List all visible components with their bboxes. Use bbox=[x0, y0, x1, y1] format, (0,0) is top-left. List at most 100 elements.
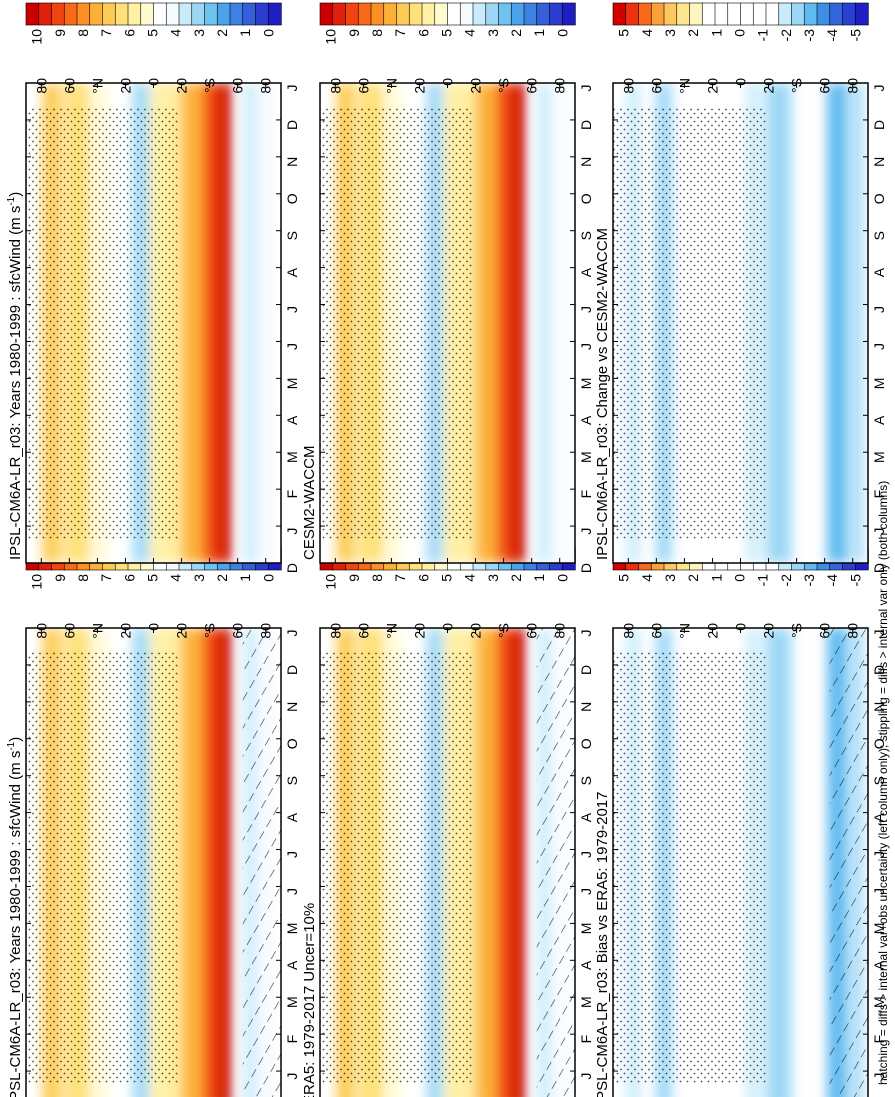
x-tick-label: M bbox=[871, 996, 887, 1008]
x-tick-label: F bbox=[871, 1035, 887, 1044]
stippling-overlay bbox=[613, 107, 766, 539]
colorbar-label: 6 bbox=[121, 574, 137, 582]
x-tick-label: D bbox=[284, 665, 300, 675]
stippling-overlay bbox=[26, 107, 179, 539]
colorbar-label: 9 bbox=[52, 29, 68, 37]
y-tick-label: °N bbox=[676, 78, 692, 94]
colorbar-swatch bbox=[701, 2, 716, 26]
colorbar-swatch bbox=[408, 2, 423, 26]
y-tick-label: 60 bbox=[230, 78, 246, 94]
field-band bbox=[475, 83, 502, 563]
stippling-overlay bbox=[320, 107, 473, 539]
colorbar-swatch bbox=[549, 2, 563, 26]
colorbar-label: 2 bbox=[214, 574, 230, 582]
colorbar-swatch bbox=[689, 2, 703, 26]
colorbar-swatch bbox=[625, 2, 640, 26]
x-tick-label: S bbox=[871, 231, 887, 240]
field-band bbox=[766, 628, 792, 1097]
x-tick-label: J bbox=[284, 888, 300, 895]
panel-title: ERA5: 1979-2017 Uncer=10% bbox=[301, 903, 318, 1097]
x-tick-label: J bbox=[578, 888, 594, 895]
hatching-overlay bbox=[242, 628, 281, 1097]
title-superscript: -1 bbox=[6, 196, 17, 205]
colorbar-label: -2 bbox=[778, 29, 794, 42]
colorbar-label: 5 bbox=[145, 29, 161, 37]
footnote-text: hatching = diffs > internal var+obs unce… bbox=[876, 481, 890, 1085]
y-tick-label: °N bbox=[383, 623, 399, 639]
colorbar: 5 4 3 2 1 0 -1 -2 -3 -4 -5 bbox=[612, 2, 869, 42]
y-tick-label: 60 bbox=[355, 78, 371, 94]
colorbar-label: 8 bbox=[369, 574, 385, 582]
colorbar-label: 10 bbox=[29, 574, 45, 590]
colorbar-swatch bbox=[63, 2, 78, 26]
colorbar-label: 3 bbox=[485, 29, 501, 37]
field-band bbox=[538, 83, 551, 563]
colorbar-swatch bbox=[459, 2, 474, 26]
colorbar-swatch bbox=[242, 2, 257, 26]
colorbar-swatch bbox=[752, 2, 767, 26]
field-band bbox=[766, 83, 792, 563]
colorbar-swatch bbox=[778, 2, 793, 26]
x-tick-label: S bbox=[578, 231, 594, 240]
x-tick-label: J bbox=[871, 630, 887, 637]
colorbar-swatch bbox=[434, 2, 449, 26]
x-tick-label: J bbox=[284, 528, 300, 535]
x-tick-label: M bbox=[578, 451, 594, 463]
colorbar-swatch bbox=[854, 2, 869, 26]
hatching-overlay bbox=[829, 628, 868, 1097]
field-band bbox=[557, 83, 568, 563]
colorbar-label: 5 bbox=[616, 574, 632, 582]
y-tick-label: °S bbox=[496, 78, 512, 93]
colorbar-label: -2 bbox=[778, 574, 794, 587]
x-tick-label: F bbox=[578, 490, 594, 499]
y-tick-label: °S bbox=[202, 78, 218, 93]
x-tick-label: O bbox=[578, 738, 594, 749]
x-tick-label: S bbox=[284, 776, 300, 785]
colorbar-swatch bbox=[165, 2, 180, 26]
x-tick-label: A bbox=[284, 960, 300, 970]
colorbar-swatch bbox=[396, 2, 410, 26]
colorbar-label: 5 bbox=[616, 29, 632, 37]
y-tick-label: 20 bbox=[174, 623, 190, 639]
y-tick-label: 20 bbox=[411, 623, 427, 639]
colorbar-label: 3 bbox=[485, 574, 501, 582]
y-tick-label: 80 bbox=[258, 78, 274, 94]
panel-bias: DJFMAMJJASONDJ8060°N20020°S6080IPSL-CM6A… bbox=[594, 547, 887, 1097]
colorbar-label: 0 bbox=[554, 574, 570, 582]
colorbar-label: 4 bbox=[639, 574, 655, 582]
colorbar-label: -5 bbox=[847, 574, 863, 587]
x-tick-label: S bbox=[578, 776, 594, 785]
panel-title: IPSL-CM6A-LR_r03: Years 1980-1999 : sfcW… bbox=[6, 192, 24, 560]
colorbar-label: 5 bbox=[145, 574, 161, 582]
x-tick-label: O bbox=[871, 738, 887, 749]
colorbar-swatch bbox=[102, 2, 116, 26]
field-band bbox=[181, 628, 208, 1097]
colorbar-swatch bbox=[523, 2, 538, 26]
y-tick-label: 0 bbox=[146, 623, 162, 631]
colorbar-label: 0 bbox=[260, 574, 276, 582]
colorbar-swatch bbox=[216, 2, 231, 26]
field-band bbox=[512, 628, 526, 1097]
colorbar-label: -3 bbox=[801, 29, 817, 42]
y-tick-label: 20 bbox=[117, 623, 133, 639]
y-tick-label: 60 bbox=[524, 623, 540, 639]
field-band bbox=[475, 628, 502, 1097]
y-tick-label: °N bbox=[676, 623, 692, 639]
colorbar-label: 5 bbox=[439, 574, 455, 582]
y-tick-label: °N bbox=[383, 78, 399, 94]
colorbar: 10 9 8 7 6 5 4 3 2 1 0 bbox=[25, 2, 282, 45]
x-tick-label: A bbox=[578, 267, 594, 277]
panel-title: IPSL-CM6A-LR_r03: Change vs CESM2-WACCM bbox=[594, 228, 611, 560]
x-tick-label: O bbox=[284, 738, 300, 749]
y-tick-label: °S bbox=[789, 623, 805, 638]
colorbar-label: 4 bbox=[168, 574, 184, 582]
x-tick-label: A bbox=[871, 267, 887, 277]
colorbar-label: 6 bbox=[415, 574, 431, 582]
panel-title: CESM2-WACCM bbox=[301, 446, 318, 560]
x-tick-label: D bbox=[284, 120, 300, 130]
colorbar-label: 2 bbox=[214, 29, 230, 37]
x-tick-label: J bbox=[871, 1073, 887, 1080]
x-tick-label: D bbox=[578, 563, 594, 573]
colorbar-swatch bbox=[561, 2, 576, 26]
